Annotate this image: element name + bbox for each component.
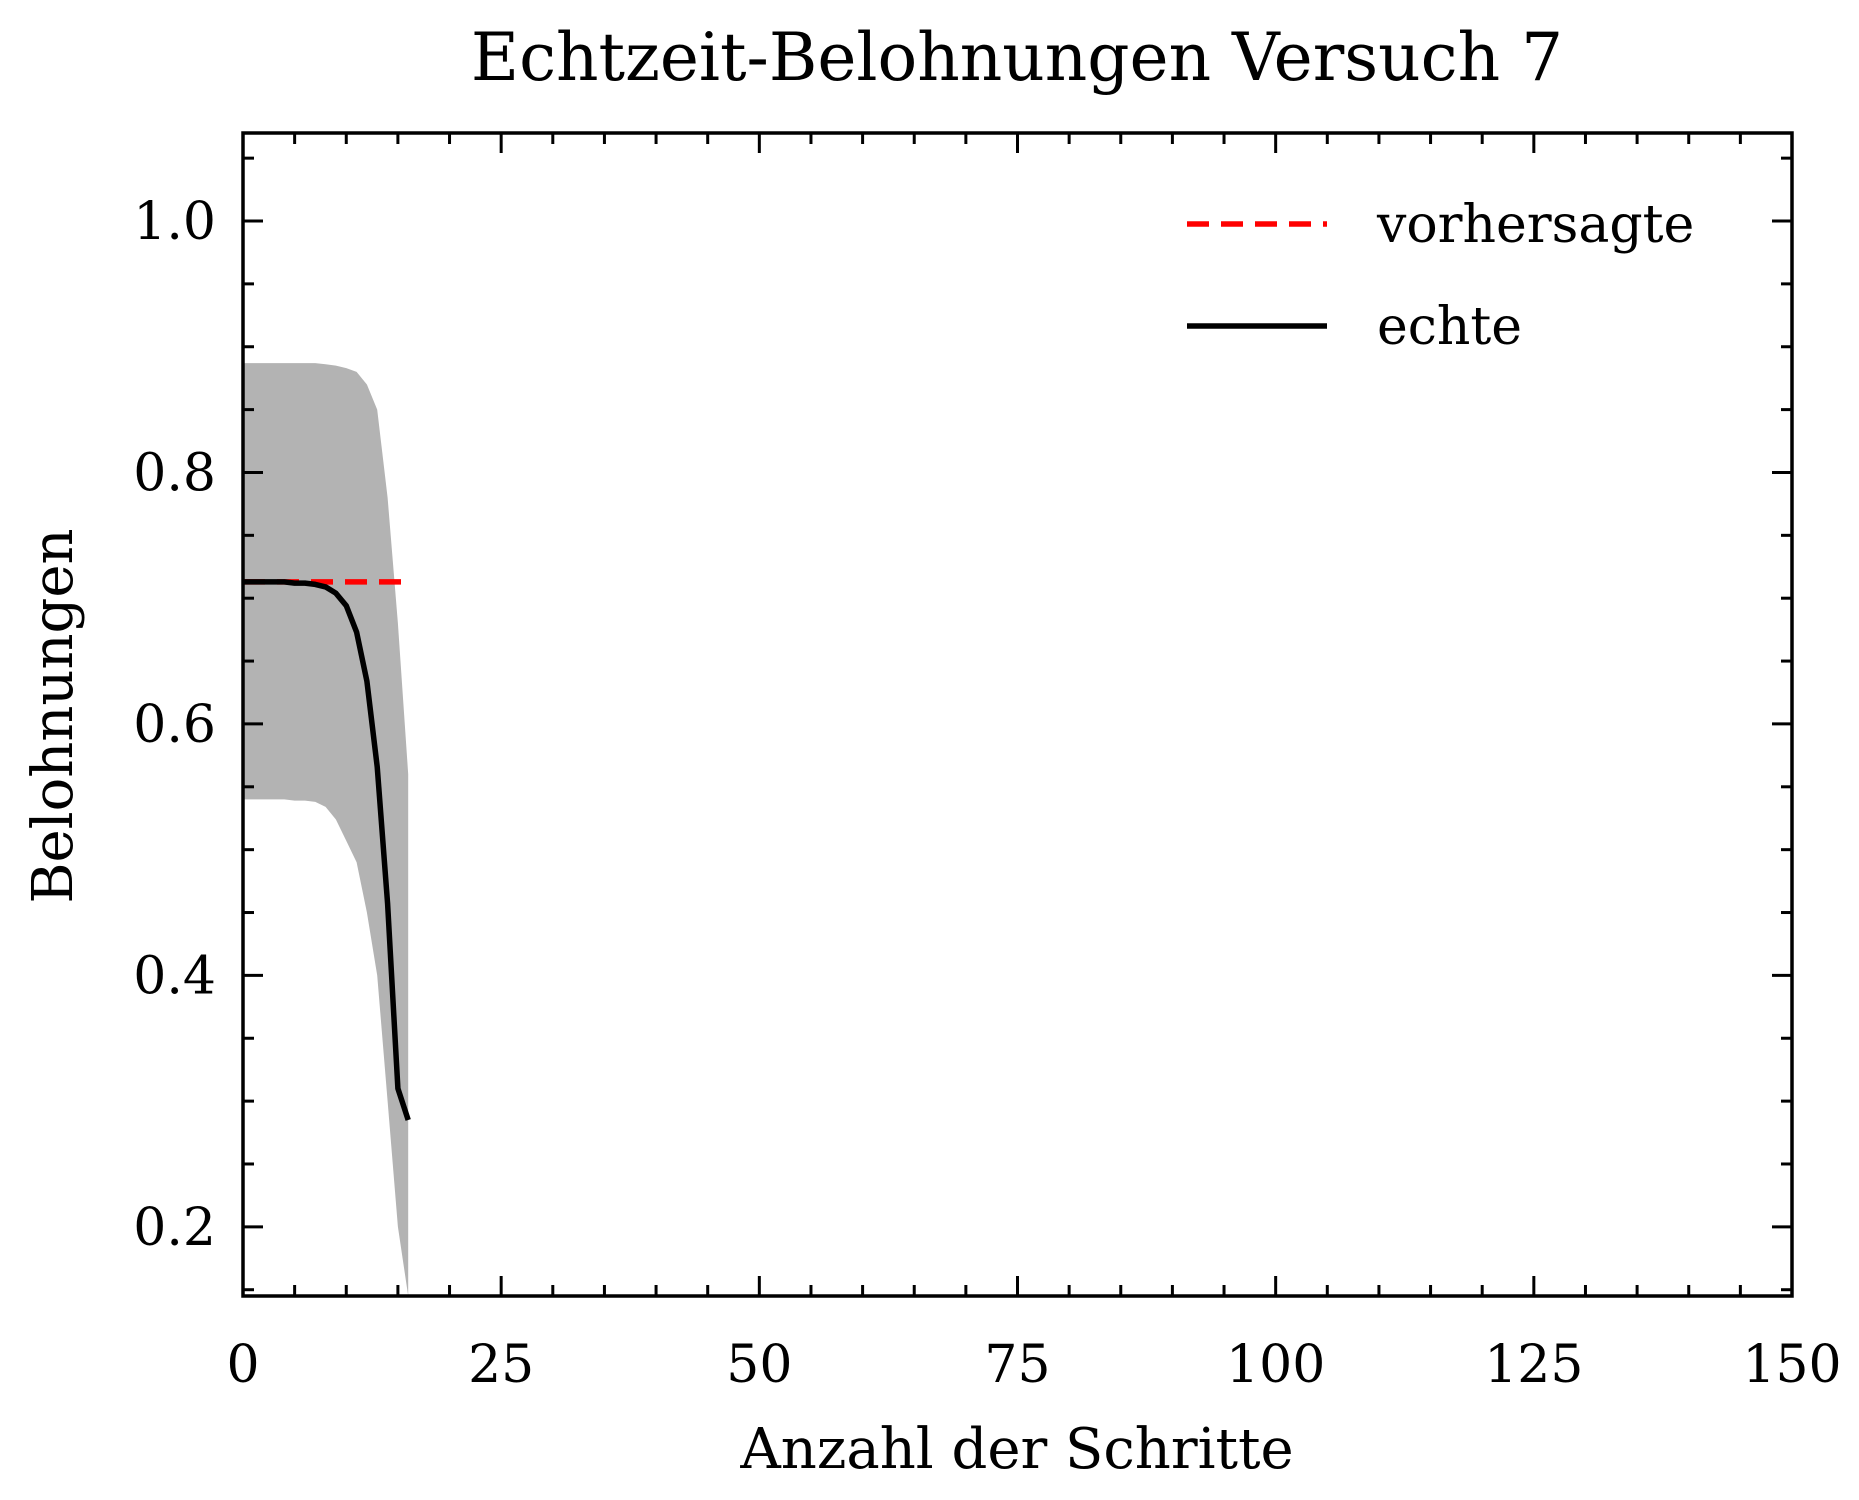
legend: vorhersagte echte bbox=[1187, 195, 1694, 357]
band-layer bbox=[243, 363, 409, 1297]
x-tick-labels: 0 25 50 75 100 125 150 bbox=[226, 1335, 1841, 1395]
y-tick-label: 0.6 bbox=[133, 695, 216, 755]
x-tick-label: 75 bbox=[984, 1335, 1050, 1395]
y-tick-label: 0.8 bbox=[133, 443, 216, 503]
plot-area bbox=[241, 131, 1794, 1298]
y-tick-label: 0.2 bbox=[133, 1198, 216, 1258]
x-tick-label: 125 bbox=[1484, 1335, 1583, 1395]
series-layer bbox=[243, 579, 411, 1121]
legend-label-1: echte bbox=[1377, 297, 1522, 357]
x-tick-label: 50 bbox=[726, 1335, 792, 1395]
x-tick-label: 0 bbox=[226, 1335, 259, 1395]
x-tick-label: 150 bbox=[1742, 1335, 1841, 1395]
x-axis-label: Anzahl der Schritte bbox=[739, 1417, 1293, 1482]
confidence-band bbox=[243, 363, 409, 1297]
y-axis-label: Belohnungen bbox=[21, 528, 86, 903]
y-tick-label: 1.0 bbox=[133, 192, 216, 252]
x-tick-label: 100 bbox=[1226, 1335, 1325, 1395]
x-tick-label: 25 bbox=[468, 1335, 534, 1395]
series-line-1 bbox=[243, 579, 411, 1121]
y-tick-label: 0.4 bbox=[133, 946, 216, 1006]
ticks-layer bbox=[241, 133, 1794, 1296]
y-tick-labels: 0.2 0.4 0.6 0.8 1.0 bbox=[133, 192, 216, 1258]
plot-frame bbox=[241, 131, 1794, 1298]
legend-label-0: vorhersagte bbox=[1376, 195, 1694, 255]
chart-title: Echtzeit-Belohnungen Versuch 7 bbox=[471, 19, 1563, 96]
